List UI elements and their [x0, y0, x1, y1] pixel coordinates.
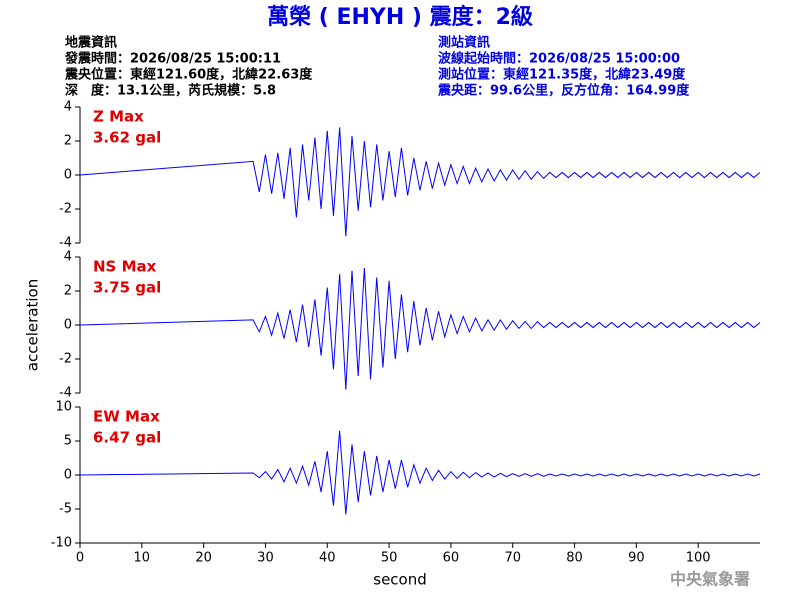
y-tick-label: -2 — [59, 202, 72, 217]
y-tick-label: 4 — [64, 250, 72, 265]
info-left: 深 度：13.1公里，芮氏規模：5.8 — [65, 83, 276, 99]
x-tick-label: 20 — [195, 551, 212, 566]
x-tick-label: 80 — [566, 551, 583, 566]
y-tick-label: 5 — [64, 434, 72, 449]
y-tick-label: 4 — [64, 100, 72, 115]
info-right: 測站資訊 — [438, 35, 490, 51]
y-tick-label: 0 — [64, 468, 72, 483]
info-right: 測站位置：東經121.35度，北緯23.49度 — [438, 67, 686, 83]
y-tick-label: 2 — [64, 134, 72, 149]
x-tick-label: 50 — [381, 551, 398, 566]
y-tick-label: -10 — [51, 536, 72, 551]
component-label: EW Max — [93, 408, 160, 426]
x-tick-label: 30 — [257, 551, 274, 566]
x-tick-label: 60 — [443, 551, 460, 566]
component-label: NS Max — [93, 258, 157, 276]
info-left: 震央位置：東經121.60度，北緯22.63度 — [64, 67, 313, 83]
waveform — [79, 268, 761, 390]
y-axis-label: acceleration — [24, 279, 42, 371]
y-tick-label: 0 — [64, 168, 72, 183]
x-tick-label: 0 — [76, 551, 84, 566]
x-tick-label: 100 — [686, 551, 711, 566]
y-tick-label: -5 — [59, 502, 72, 517]
info-left: 發震時間：2026/08/25 15:00:11 — [64, 51, 281, 67]
y-tick-label: 2 — [64, 284, 72, 299]
y-tick-label: -4 — [59, 386, 72, 401]
x-axis-label: second — [373, 571, 427, 589]
info-right: 震央距：99.6公里，反方位角：164.99度 — [437, 83, 690, 99]
max-label: 6.47 gal — [93, 429, 161, 447]
y-tick-label: -2 — [59, 352, 72, 367]
x-tick-label: 10 — [134, 551, 151, 566]
info-left: 地震資訊 — [65, 35, 117, 51]
max-label: 3.62 gal — [93, 129, 161, 147]
x-tick-label: 70 — [504, 551, 521, 566]
max-label: 3.75 gal — [93, 279, 161, 297]
x-tick-label: 40 — [319, 551, 336, 566]
chart-title: 萬榮 ( EHYH ) 震度：2級 — [267, 4, 533, 30]
info-right: 波線起始時間：2026/08/25 15:00:00 — [438, 51, 680, 67]
waveform — [79, 430, 761, 515]
footer: 中央氣象署 — [670, 570, 750, 589]
x-tick-label: 90 — [628, 551, 645, 566]
waveform — [79, 127, 761, 237]
y-tick-label: 10 — [55, 400, 72, 415]
y-tick-label: 0 — [64, 318, 72, 333]
y-tick-label: -4 — [59, 236, 72, 251]
component-label: Z Max — [93, 108, 144, 126]
